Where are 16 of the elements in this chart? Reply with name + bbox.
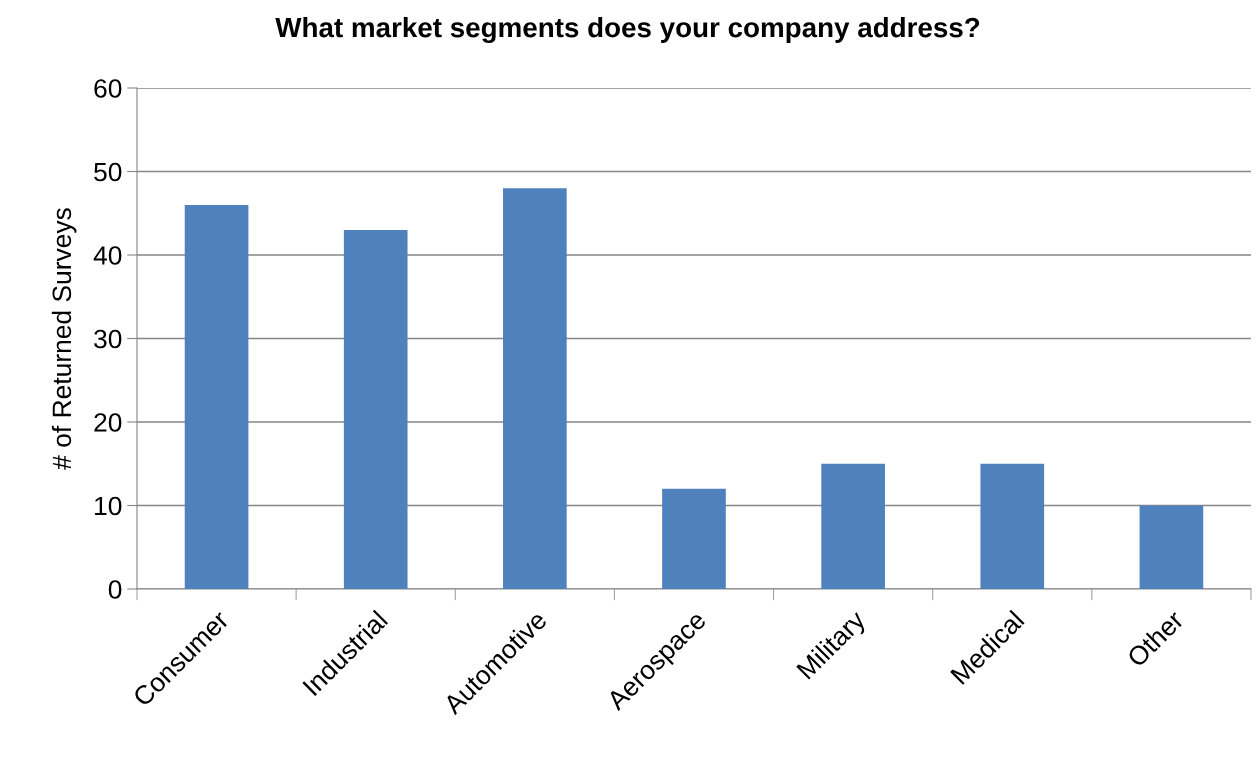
bar	[184, 204, 249, 589]
bar	[343, 229, 408, 589]
y-tick-label: 60	[94, 79, 122, 98]
bar	[821, 463, 885, 589]
y-axis-title: # of Returned Surveys	[51, 208, 77, 470]
y-tick-label: 10	[95, 496, 122, 516]
bar	[1139, 505, 1204, 589]
y-tick-label: 50	[94, 162, 122, 182]
bar	[662, 488, 726, 589]
bar	[503, 188, 567, 589]
chart-title: What market segments does your company address?	[275, 16, 980, 44]
y-tick-label: 20	[94, 413, 122, 432]
y-tick-label: 0	[108, 580, 122, 599]
y-tick-label: 40	[93, 246, 122, 265]
y-tick-label: 30	[94, 329, 122, 349]
bar	[980, 463, 1045, 589]
